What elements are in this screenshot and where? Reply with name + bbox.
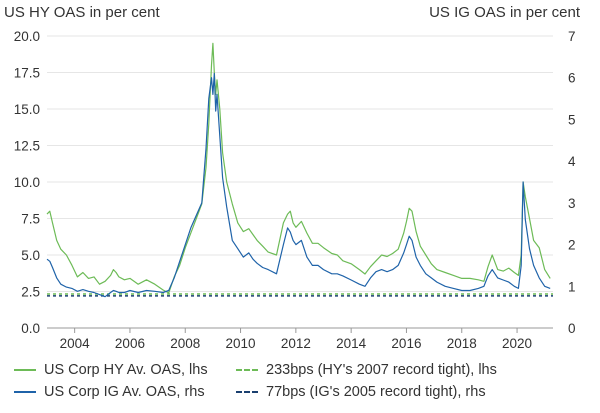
x-tick-label: 2016: [391, 336, 421, 351]
legend-label-ig-tight: 77bps (IG's 2005 record tight), rhs: [266, 384, 486, 400]
legend-swatch-hy: [14, 369, 36, 371]
left-tick-label: 7.5: [21, 212, 40, 227]
legend-label-hy: US Corp HY Av. OAS, lhs: [44, 362, 208, 378]
left-tick-label: 15.0: [14, 102, 40, 117]
grid-lines: [47, 36, 553, 328]
x-tick-label: 2018: [447, 336, 477, 351]
left-axis-title: US HY OAS in per cent: [4, 4, 160, 21]
legend-swatch-ig-tight: [236, 391, 258, 393]
x-tick-label: 2008: [170, 336, 200, 351]
left-axis-ticks: 0.0 2.5 5.0 7.5 10.0 12.5 15.0 17.5 20.0: [14, 29, 40, 336]
right-tick-label: 6: [568, 71, 576, 86]
legend-item-ig: US Corp IG Av. OAS, rhs: [14, 384, 205, 400]
x-tick-label: 2012: [281, 336, 311, 351]
right-tick-label: 5: [568, 112, 576, 127]
left-tick-label: 2.5: [21, 285, 40, 300]
series-layer: [47, 43, 553, 296]
left-tick-label: 17.5: [14, 66, 40, 81]
right-tick-label: 3: [568, 196, 576, 211]
legend-swatch-hy-tight: [236, 369, 258, 371]
oas-chart: US HY OAS in per cent US IG OAS in per c…: [0, 0, 600, 356]
right-tick-label: 4: [568, 154, 576, 169]
x-tick-label: 2004: [60, 336, 91, 351]
legend-label-hy-tight: 233bps (HY's 2007 record tight), lhs: [266, 362, 497, 378]
left-tick-label: 5.0: [21, 248, 40, 263]
x-tick-label: 2020: [502, 336, 532, 351]
right-tick-label: 2: [568, 238, 576, 253]
left-tick-label: 0.0: [21, 321, 40, 336]
right-tick-label: 0: [568, 321, 576, 336]
x-tick-label: 2014: [336, 336, 367, 351]
legend: US Corp HY Av. OAS, lhs 233bps (HY's 200…: [0, 356, 600, 413]
left-tick-label: 12.5: [14, 139, 40, 154]
legend-item-hy: US Corp HY Av. OAS, lhs: [14, 362, 208, 378]
series-line-0: [47, 43, 550, 293]
legend-swatch-ig: [14, 391, 36, 393]
right-axis-ticks: 0 1 2 3 4 5 6 7: [568, 29, 576, 336]
legend-item-hy-tight: 233bps (HY's 2007 record tight), lhs: [236, 362, 497, 378]
right-tick-label: 7: [568, 29, 576, 44]
x-axis-ticks: 2004 2006 2008 2010 2012 2014 2016 2018 2020: [60, 328, 532, 351]
legend-item-ig-tight: 77bps (IG's 2005 record tight), rhs: [236, 384, 486, 400]
x-tick-label: 2010: [226, 336, 256, 351]
legend-label-ig: US Corp IG Av. OAS, rhs: [44, 384, 205, 400]
series-line-1: [47, 74, 550, 297]
right-tick-label: 1: [568, 279, 576, 294]
x-tick-label: 2006: [115, 336, 145, 351]
left-tick-label: 10.0: [14, 175, 40, 190]
left-tick-label: 20.0: [14, 29, 40, 44]
right-axis-title: US IG OAS in per cent: [429, 4, 581, 21]
